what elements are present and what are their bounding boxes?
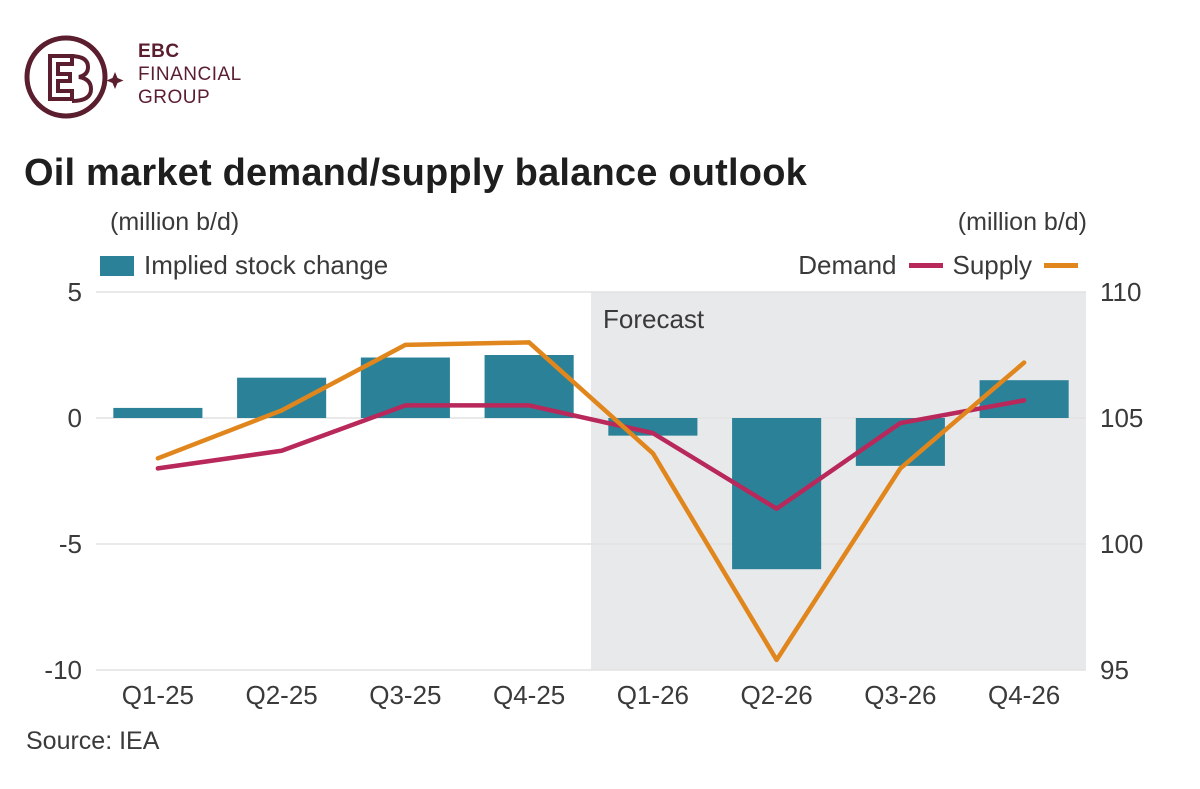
legend-bar-label: Implied stock change: [144, 250, 389, 280]
left-tick-label: 5: [68, 277, 82, 307]
x-tick-label: Q1-25: [122, 680, 194, 710]
x-tick-label: Q2-26: [740, 680, 812, 710]
supply-line-swatch-icon: [1044, 263, 1078, 268]
right-axis-ticks: 110 105 100 95: [1100, 277, 1143, 685]
x-tick-label: Q3-25: [369, 680, 441, 710]
bar-Q1-25: [113, 407, 203, 418]
left-tick-label: 0: [68, 403, 82, 433]
supply-line: [155, 340, 1027, 663]
x-tick-label: Q2-25: [245, 680, 317, 710]
ebc-logo-icon: [24, 35, 124, 119]
legend-demand-label: Demand: [798, 250, 897, 280]
source-note: Source: IEA: [26, 727, 160, 755]
forecast-label: Forecast: [603, 304, 705, 334]
right-tick-label: 95: [1100, 655, 1129, 685]
left-tick-label: -5: [59, 529, 82, 559]
legend-lines: Demand Supply: [798, 250, 1088, 281]
demand-line: [155, 398, 1027, 511]
x-tick-label: Q3-26: [864, 680, 936, 710]
brand-name-line2: FINANCIAL: [138, 64, 242, 85]
brand-logo: EBC FINANCIAL GROUP: [24, 32, 264, 122]
left-axis-unit: (million b/d): [110, 208, 240, 236]
right-tick-label: 105: [1100, 403, 1143, 433]
legend-bars: Implied stock change: [100, 250, 388, 281]
x-tick-label: Q4-25: [493, 680, 565, 710]
right-tick-label: 110: [1100, 277, 1141, 307]
brand-name-line3: GROUP: [138, 87, 211, 108]
line-series: [155, 340, 1027, 663]
legend-supply-label: Supply: [952, 250, 1033, 280]
chart-title: Oil market demand/supply balance outlook: [24, 152, 807, 194]
bar-Q2-26: [732, 418, 822, 570]
left-axis-ticks: 5 0 -5 -10: [44, 277, 82, 685]
bar-Q4-25: [484, 355, 574, 418]
bar-series: [113, 355, 1069, 570]
x-axis-ticks: Q1-25 Q2-25 Q3-25 Q4-25 Q1-26 Q2-26 Q3-26 Q4-26: [122, 680, 1061, 710]
demand-line-swatch-icon: [908, 263, 943, 268]
bar-Q3-25: [360, 357, 450, 418]
bar-swatch-icon: [100, 255, 134, 276]
brand-name-line1: EBC: [138, 41, 180, 62]
right-tick-label: 100: [1100, 529, 1143, 559]
x-tick-label: Q4-26: [988, 680, 1060, 710]
forecast-region: [591, 292, 1086, 670]
left-tick-label: -10: [44, 655, 82, 685]
x-tick-label: Q1-26: [617, 680, 689, 710]
right-axis-unit: (million b/d): [957, 208, 1087, 236]
